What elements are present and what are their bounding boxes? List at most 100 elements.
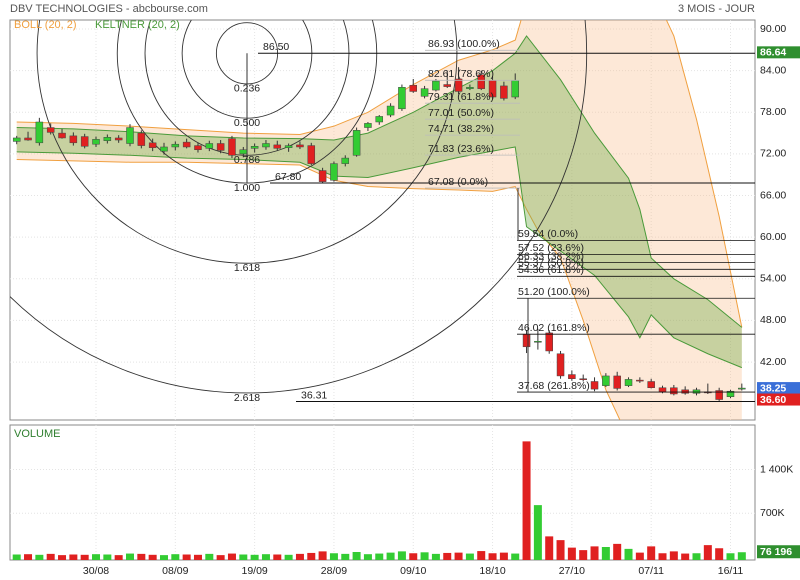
- price-marker-label: 38.25: [760, 382, 786, 394]
- volume-bar: [329, 553, 338, 560]
- fan-label: 1.000: [234, 182, 260, 194]
- volume-bar: [227, 553, 236, 560]
- candle-body: [647, 381, 655, 388]
- candle-body: [35, 121, 44, 144]
- fib-label: 57.52 (23.6%): [518, 242, 584, 254]
- candle-body: [624, 379, 633, 386]
- candle-body: [307, 145, 316, 164]
- fib-label: 59.54 (0.0%): [518, 228, 578, 240]
- volume-bar: [273, 554, 282, 560]
- band-lower: [16, 158, 621, 420]
- volume-bar: [159, 555, 168, 560]
- candle-body: [432, 80, 440, 91]
- fib-label: 74.71 (38.2%): [428, 123, 494, 135]
- candle-body: [420, 88, 429, 97]
- fan-line-label: 86.50: [263, 41, 289, 53]
- y-tick-label: 72.00: [760, 148, 786, 160]
- x-tick-label: 08/09: [162, 565, 188, 577]
- fan-label: 0.786: [234, 154, 260, 166]
- volume-bar: [58, 555, 67, 560]
- fan-label: 2.618: [234, 392, 260, 404]
- fan-line-label: 36.31: [301, 389, 327, 401]
- candle-body: [239, 149, 248, 155]
- x-tick-label: 07/11: [638, 565, 664, 577]
- volume-plot: [10, 425, 755, 560]
- volume-bar: [715, 548, 724, 560]
- y-tick-label: 90.00: [760, 23, 786, 35]
- candle-body: [636, 379, 644, 382]
- volume-bar: [295, 553, 304, 560]
- volume-bar: [443, 552, 452, 560]
- legend-entry: KELTNER (20, 2): [95, 19, 180, 31]
- volume-bar: [148, 554, 157, 560]
- volume-bar: [647, 546, 656, 560]
- candle-body: [171, 143, 180, 148]
- candle-body: [296, 144, 304, 148]
- chart-title: DBV TECHNOLOGIES - abcbourse.com: [10, 3, 208, 15]
- y-tick-label: 700K: [760, 507, 785, 519]
- candle-body: [126, 127, 134, 144]
- candle-body: [160, 146, 168, 152]
- volume-bar: [80, 554, 89, 560]
- candle-body: [46, 127, 55, 133]
- candle-body: [590, 381, 599, 390]
- candle-body: [194, 145, 202, 150]
- x-tick-label: 09/10: [400, 565, 426, 577]
- candle-body: [602, 375, 610, 386]
- volume-bar: [284, 554, 293, 560]
- candle-body: [738, 387, 746, 390]
- volume-bar: [126, 553, 134, 560]
- volume-bar: [669, 551, 678, 560]
- fib-label: 37.68 (261.8%): [518, 380, 590, 392]
- volume-bar: [171, 554, 180, 560]
- fib-label: 51.20 (100.0%): [518, 286, 590, 298]
- candle-body: [352, 130, 361, 156]
- candle-body: [692, 389, 701, 394]
- x-tick-label: 18/10: [479, 565, 505, 577]
- candle-body: [148, 142, 157, 148]
- y-tick-label: 60.00: [760, 231, 786, 243]
- volume-bar: [363, 554, 372, 560]
- fib-label: 71.83 (23.6%): [428, 143, 494, 155]
- volume-bar: [261, 554, 270, 560]
- volume-bar: [703, 545, 712, 560]
- volume-bar: [533, 505, 542, 560]
- volume-bar: [601, 547, 610, 560]
- band-upper: [16, 20, 743, 328]
- candle-body: [182, 141, 191, 148]
- volume-title: VOLUME: [14, 428, 60, 440]
- fib-label: 79.31 (61.8%): [428, 91, 494, 103]
- y-tick-label: 54.00: [760, 273, 786, 285]
- candle-body: [511, 80, 519, 98]
- candle-body: [500, 85, 508, 99]
- band-lower: [16, 146, 743, 369]
- volume-bar: [556, 540, 565, 560]
- candle-body: [477, 74, 485, 89]
- fib-label: 67.08 (0.0%): [428, 176, 488, 188]
- candle-body: [466, 87, 474, 89]
- volume-bar: [92, 554, 101, 560]
- volume-bar: [522, 441, 531, 560]
- volume-bar: [431, 553, 440, 560]
- volume-bar: [681, 553, 690, 560]
- volume-bar: [454, 552, 463, 560]
- volume-bar: [397, 551, 406, 560]
- volume-bar: [103, 554, 112, 560]
- candle-body: [545, 332, 553, 352]
- volume-bar: [477, 551, 486, 560]
- volume-bar: [420, 552, 429, 560]
- candle-body: [262, 143, 270, 148]
- fan-label: 0.236: [234, 83, 260, 95]
- candle-body: [228, 138, 236, 156]
- volume-bar: [35, 554, 44, 560]
- price-marker-label: 86.64: [760, 47, 786, 59]
- fan-label: 0.500: [234, 117, 260, 129]
- candle-body: [284, 145, 293, 148]
- price-marker: [757, 382, 800, 395]
- volume-bar: [409, 553, 418, 560]
- volume-bar: [624, 548, 633, 560]
- candle-body: [454, 78, 463, 92]
- fib-label: 82.61 (78.6%): [428, 68, 494, 80]
- candle-body: [579, 378, 587, 380]
